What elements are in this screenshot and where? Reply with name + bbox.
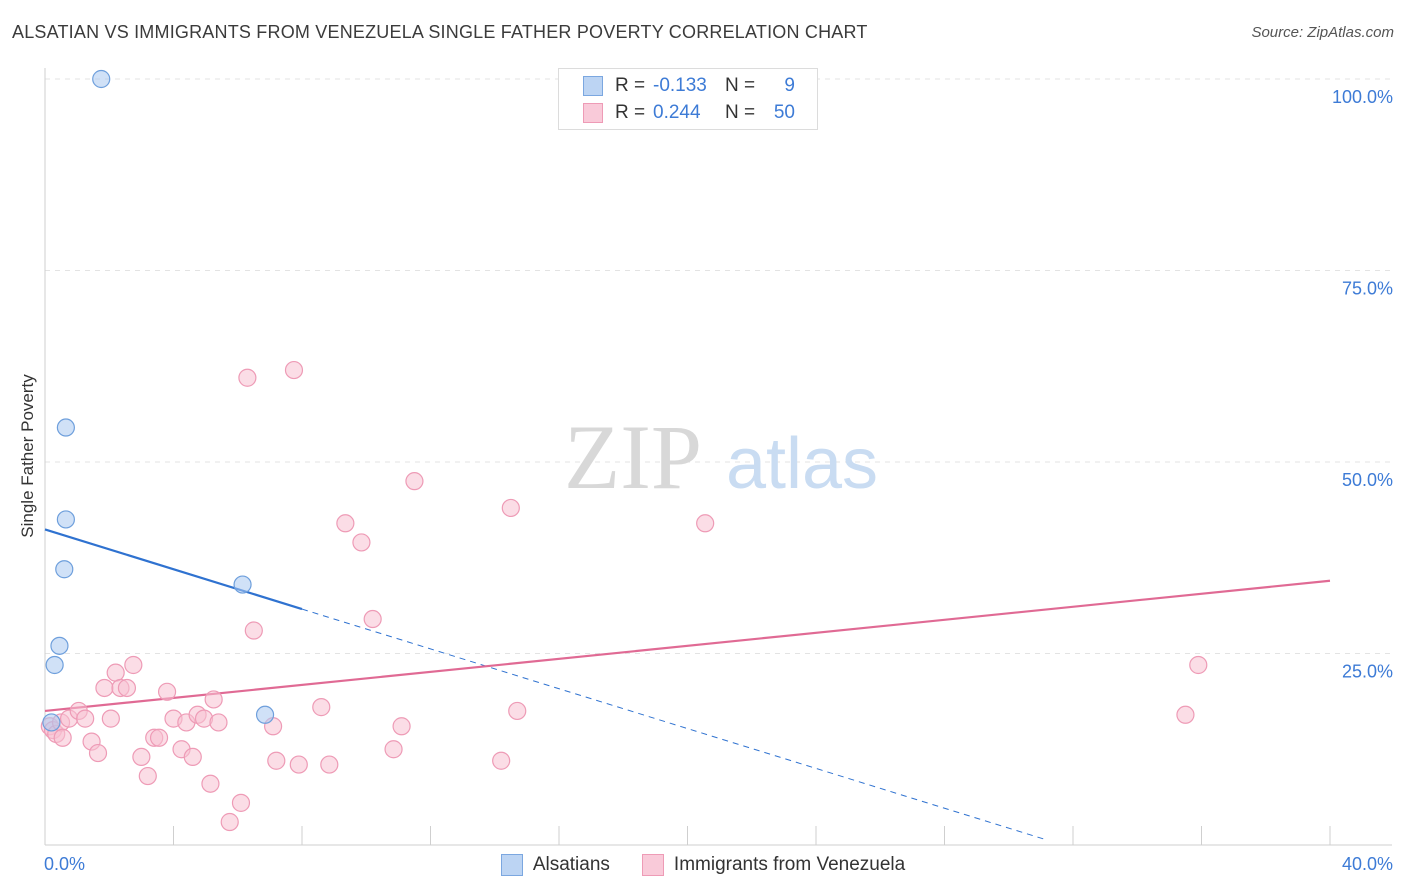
- legend-item-venezuela[interactable]: Immigrants from Venezuela: [641, 854, 906, 876]
- point-series-1-11: [101, 709, 120, 728]
- legend-swatch-venezuela: [641, 854, 664, 876]
- n-label: N =: [725, 75, 756, 96]
- watermark: ZIP atlas: [564, 406, 878, 508]
- point-series-1-47: [501, 498, 520, 518]
- r-value: -0.133: [653, 75, 707, 96]
- point-series-1-30: [220, 812, 239, 832]
- trend-extension-series-0: [301, 608, 1045, 840]
- watermark-zip: ZIP: [564, 406, 702, 508]
- grid-lines: [45, 78, 1392, 654]
- point-series-0-7: [233, 575, 252, 594]
- point-series-1-50: [1176, 705, 1195, 724]
- point-series-1-49: [696, 514, 715, 533]
- point-series-1-38: [312, 698, 331, 717]
- point-series-1-10: [95, 678, 114, 698]
- r-value: 0.244: [653, 102, 701, 123]
- point-series-1-4: [53, 728, 72, 747]
- point-series-0-6: [92, 69, 111, 89]
- point-series-1-16: [132, 747, 151, 767]
- trend-lines: [44, 528, 1331, 840]
- axes: [44, 68, 1392, 846]
- point-series-1-32: [238, 368, 257, 387]
- y-tick-label-1: 50.0%: [1342, 470, 1393, 490]
- n-value: 50: [773, 102, 795, 123]
- point-series-1-20: [157, 682, 177, 701]
- point-series-1-12: [106, 663, 125, 682]
- point-series-1-17: [138, 766, 157, 786]
- point-series-1-27: [201, 774, 220, 793]
- n-label: N =: [725, 102, 756, 123]
- tick-labels: 25.0% 50.0% 75.0% 100.0% 0.0% 40.0%: [44, 87, 1393, 874]
- y-tick-label-2: 75.0%: [1342, 279, 1393, 299]
- legend-item-alsatians[interactable]: Alsatians: [500, 854, 610, 876]
- legend-swatch-alsatians: [500, 854, 523, 876]
- chart-title: ALSATIAN VS IMMIGRANTS FROM VENEZUELA SI…: [12, 22, 868, 42]
- point-series-0-4: [56, 510, 75, 529]
- point-series-1-41: [352, 533, 371, 552]
- point-series-1-15: [124, 655, 143, 675]
- point-series-0-3: [55, 560, 74, 579]
- x-tick-label-1: 40.0%: [1342, 854, 1393, 874]
- point-series-0-0: [42, 713, 61, 732]
- point-series-1-37: [289, 755, 308, 774]
- legend-row-venezuela: R = 0.244 N = 50: [583, 101, 795, 125]
- legend-label-venezuela: Immigrants from Venezuela: [673, 854, 906, 875]
- source-label: Source: ZipAtlas.com: [1251, 24, 1394, 41]
- point-series-1-9: [88, 743, 108, 763]
- r-label: R =: [615, 102, 646, 123]
- point-series-1-48: [508, 701, 527, 721]
- legend-label-alsatians: Alsatians: [532, 854, 610, 875]
- data-points: [40, 69, 1208, 832]
- point-series-1-46: [492, 751, 511, 770]
- y-tick-label-3: 100.0%: [1332, 87, 1393, 107]
- point-series-1-24: [183, 747, 202, 767]
- point-series-0-1: [45, 655, 64, 675]
- point-series-1-29: [209, 713, 228, 732]
- point-series-1-28: [204, 690, 223, 709]
- watermark-atlas: atlas: [726, 424, 878, 504]
- point-series-1-36: [284, 360, 304, 380]
- point-series-1-40: [336, 514, 355, 533]
- point-series-1-51: [1189, 655, 1208, 675]
- point-series-1-14: [117, 678, 137, 698]
- legend-row-alsatians: R = -0.133 N = 9: [583, 74, 795, 98]
- n-value: 9: [784, 75, 795, 96]
- series-legend: Alsatians Immigrants from Venezuela: [0, 852, 1406, 878]
- point-series-0-2: [50, 636, 69, 655]
- point-series-0-8: [255, 705, 275, 724]
- x-tick-label-0: 0.0%: [44, 854, 85, 874]
- legend-swatch-alsatians: [583, 76, 603, 96]
- point-series-1-45: [405, 472, 424, 491]
- point-series-1-42: [363, 609, 382, 629]
- point-series-1-39: [320, 755, 339, 774]
- point-series-0-5: [56, 418, 75, 437]
- point-series-1-44: [392, 717, 411, 736]
- trend-line-series-0: [44, 528, 303, 611]
- legend-swatch-venezuela: [583, 103, 603, 123]
- point-series-1-7: [76, 709, 95, 728]
- stats-legend: R = -0.133 N = 9 R = 0.244 N = 50: [558, 68, 818, 130]
- point-series-1-31: [231, 793, 251, 812]
- point-series-1-35: [267, 751, 286, 770]
- y-tick-label-0: 25.0%: [1342, 662, 1393, 682]
- r-label: R =: [615, 75, 646, 96]
- point-series-1-19: [149, 728, 169, 747]
- trend-line-series-1: [44, 579, 1331, 713]
- point-series-1-43: [384, 740, 403, 759]
- point-series-1-33: [244, 621, 263, 640]
